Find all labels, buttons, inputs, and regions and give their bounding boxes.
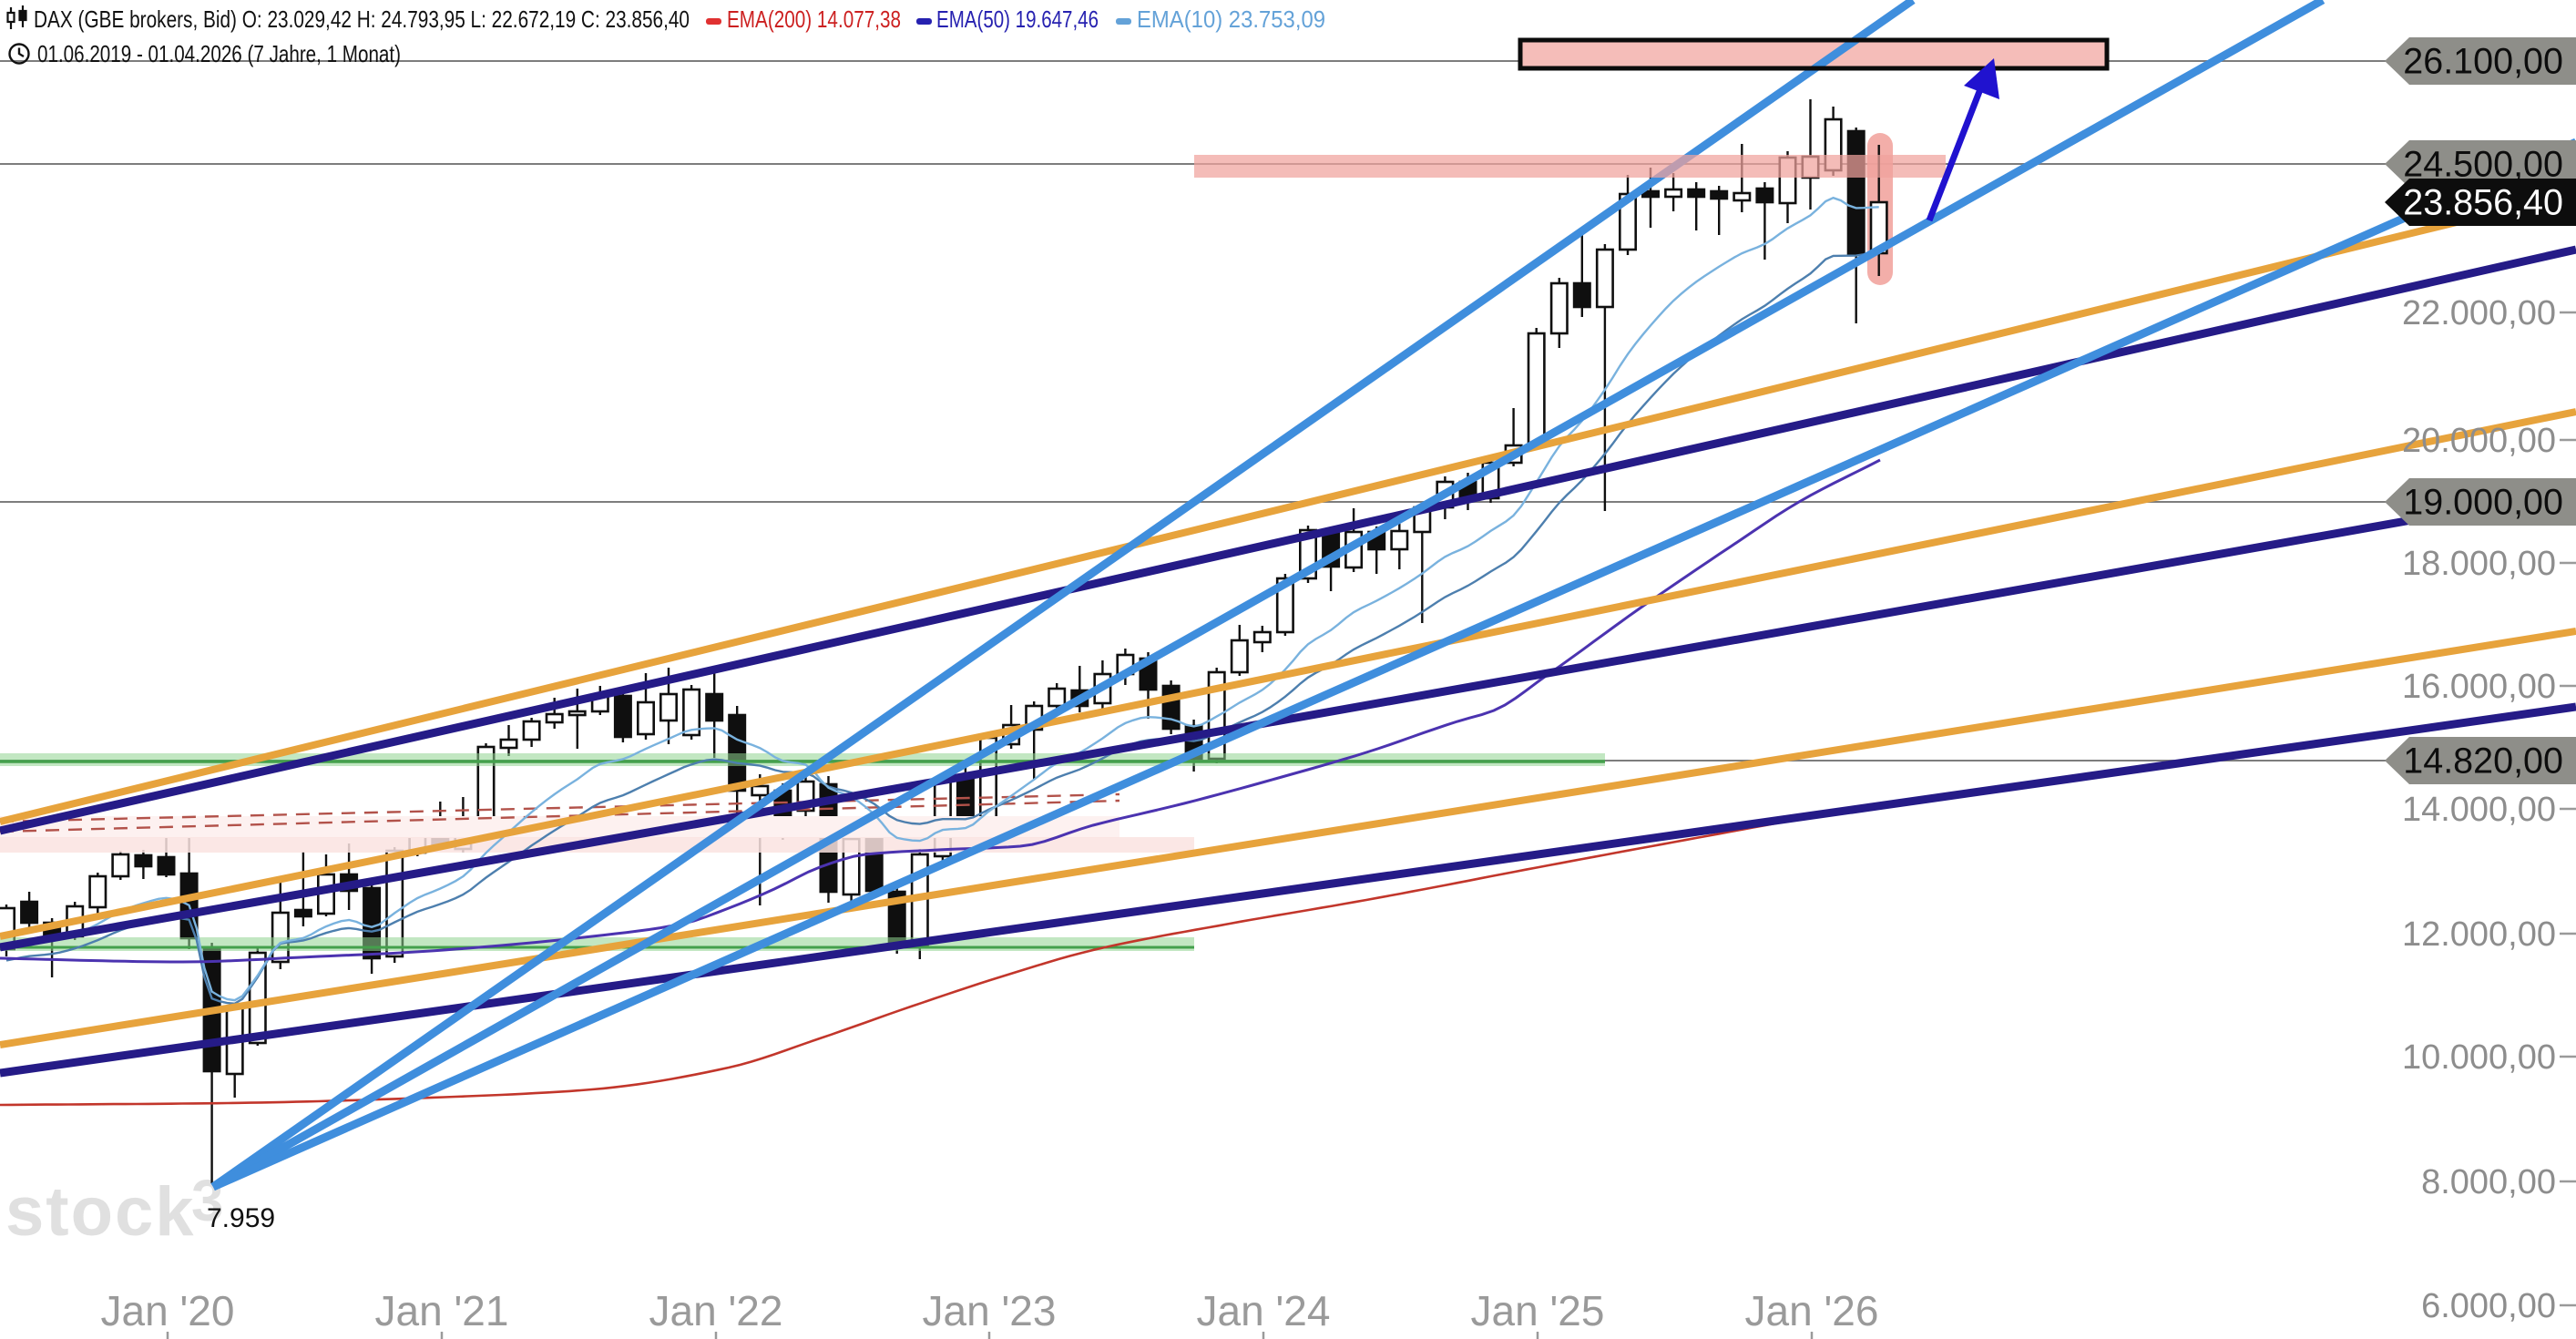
svg-text:EMA(200) 14.077,38: EMA(200) 14.077,38 [727, 5, 901, 33]
svg-text:14.000,00: 14.000,00 [2402, 791, 2556, 829]
svg-text:EMA(10) 23.753,09: EMA(10) 23.753,09 [1137, 5, 1325, 33]
svg-text:10.000,00: 10.000,00 [2402, 1038, 2556, 1077]
svg-text:6.000,00: 6.000,00 [2421, 1287, 2556, 1325]
svg-text:20.000,00: 20.000,00 [2402, 422, 2556, 460]
svg-text:Jan '24: Jan '24 [1197, 1287, 1331, 1334]
svg-text:Jan '23: Jan '23 [923, 1287, 1057, 1334]
svg-text:26.100,00: 26.100,00 [2403, 42, 2563, 82]
svg-text:24.500,00: 24.500,00 [2403, 145, 2563, 185]
svg-text:23.856,40: 23.856,40 [2403, 183, 2563, 223]
svg-text:12.000,00: 12.000,00 [2402, 915, 2556, 954]
svg-text:8.000,00: 8.000,00 [2421, 1163, 2556, 1201]
svg-text:22.000,00: 22.000,00 [2402, 294, 2556, 332]
svg-text:Jan '20: Jan '20 [101, 1287, 235, 1334]
svg-text:7.959: 7.959 [207, 1203, 275, 1233]
svg-text:16.000,00: 16.000,00 [2402, 668, 2556, 706]
svg-text:Jan '26: Jan '26 [1745, 1287, 1879, 1334]
svg-text:Jan '25: Jan '25 [1471, 1287, 1605, 1334]
svg-text:stock: stock [5, 1173, 196, 1251]
svg-text:14.820,00: 14.820,00 [2403, 741, 2563, 782]
svg-text:01.06.2019 - 01.04.2026 (7 Ja: 01.06.2019 - 01.04.2026 (7 Jahre, 1 Mona… [37, 40, 401, 67]
svg-text:19.000,00: 19.000,00 [2403, 483, 2563, 523]
svg-text:Jan '22: Jan '22 [649, 1287, 783, 1334]
svg-text:18.000,00: 18.000,00 [2402, 545, 2556, 583]
svg-text:EMA(50) 19.647,46: EMA(50) 19.647,46 [936, 5, 1099, 33]
svg-text:Jan '21: Jan '21 [375, 1287, 509, 1334]
svg-text:DAX (GBE brokers, Bid) O: 23.: DAX (GBE brokers, Bid) O: 23.029,42 H: 2… [34, 5, 690, 33]
